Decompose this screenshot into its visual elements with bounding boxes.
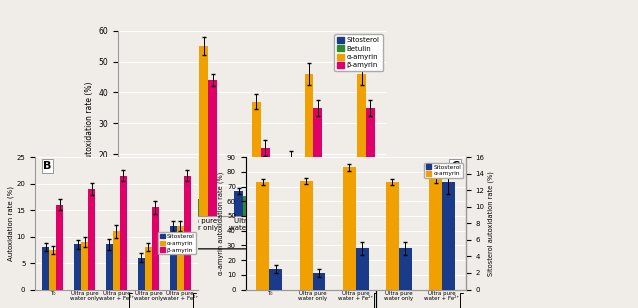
Bar <box>386 182 399 290</box>
Bar <box>261 148 270 216</box>
Bar <box>295 192 304 216</box>
Bar <box>138 203 147 216</box>
Bar <box>355 248 369 290</box>
Bar <box>234 191 243 216</box>
Bar <box>243 196 252 216</box>
Bar <box>269 269 282 290</box>
Bar <box>145 247 152 290</box>
Bar <box>343 167 356 290</box>
Legend: Sitosterol, Betulin, α-amyrin, β-amyrin: Sitosterol, Betulin, α-amyrin, β-amyrin <box>334 34 383 71</box>
Bar <box>256 182 269 290</box>
Bar <box>152 207 159 290</box>
Text: C: C <box>451 161 459 171</box>
Bar <box>191 199 200 216</box>
Bar <box>177 226 184 290</box>
Bar <box>113 231 120 290</box>
Bar <box>339 182 348 216</box>
Bar <box>147 189 156 216</box>
Bar <box>300 180 313 290</box>
Bar <box>348 196 357 216</box>
Y-axis label: Autoxidation rate (%): Autoxidation rate (%) <box>85 82 94 164</box>
Text: After 49 days: After 49 days <box>248 262 309 271</box>
Bar <box>88 189 95 290</box>
Bar <box>313 108 322 216</box>
Bar <box>156 194 165 216</box>
Bar <box>357 74 366 216</box>
Bar <box>200 46 209 216</box>
Bar <box>313 273 325 290</box>
Y-axis label: Sitosterol autoxidation rate (%): Sitosterol autoxidation rate (%) <box>487 171 494 276</box>
Bar <box>252 102 261 216</box>
Bar <box>209 80 218 216</box>
Bar <box>399 248 412 290</box>
Bar <box>304 74 313 216</box>
Y-axis label: α-amyrin autoxidation rate (%): α-amyrin autoxidation rate (%) <box>218 172 224 275</box>
Bar <box>74 245 81 290</box>
Bar <box>81 242 88 290</box>
Text: A: A <box>367 34 378 48</box>
Bar <box>286 157 295 216</box>
Legend: Sitosterol, α-amyrin, β-amyrin: Sitosterol, α-amyrin, β-amyrin <box>158 232 197 254</box>
Bar <box>42 247 49 290</box>
Bar <box>442 182 455 290</box>
Legend: Sitosterol, α-amyrin: Sitosterol, α-amyrin <box>424 163 463 178</box>
Bar <box>120 176 127 290</box>
Bar <box>138 258 145 290</box>
Text: B: B <box>43 161 52 171</box>
Bar <box>49 250 56 290</box>
Bar <box>56 205 63 290</box>
Bar <box>170 226 177 290</box>
Bar <box>429 179 442 290</box>
Y-axis label: Autoxidation rate (%): Autoxidation rate (%) <box>7 186 13 261</box>
Bar <box>106 245 113 290</box>
Bar <box>182 208 191 216</box>
Bar <box>366 108 375 216</box>
Bar <box>129 205 138 216</box>
Bar <box>184 176 191 290</box>
